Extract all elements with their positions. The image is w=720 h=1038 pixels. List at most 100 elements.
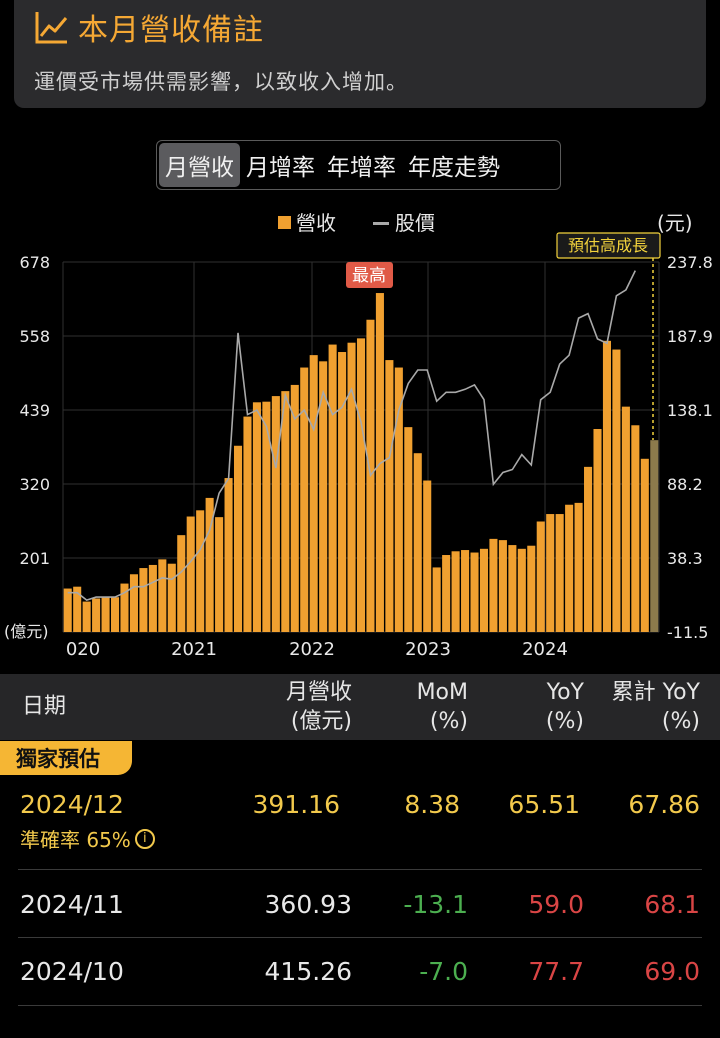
x-tick-label: 020	[66, 639, 100, 660]
revenue-bar	[602, 340, 611, 632]
row-cumulative-yoy: 67.86	[628, 790, 700, 819]
revenue-bar	[508, 545, 517, 632]
revenue-bar	[451, 551, 460, 632]
row-mom: -13.1	[403, 890, 468, 919]
revenue-bar	[565, 504, 574, 632]
revenue-bar	[300, 367, 309, 632]
revenue-bar	[631, 425, 640, 632]
row-revenue: 360.93	[264, 890, 352, 919]
row-yoy: 65.51	[508, 790, 580, 819]
revenue-bar	[555, 514, 564, 632]
header-mom: MoM (%)	[416, 680, 468, 734]
forecast-badge: 預估高成長	[556, 232, 661, 259]
legend-price-swatch	[373, 222, 389, 225]
row-cumulative-yoy: 69.0	[644, 957, 700, 986]
revenue-bar	[215, 517, 224, 632]
revenue-bar	[92, 598, 101, 632]
forecast-bar	[650, 440, 659, 632]
header-cumulative-yoy: 累計 YoY (%)	[611, 680, 700, 734]
left-tick-label: 320	[19, 475, 50, 494]
chart-axes: 678 558 439 320 201 237.8 187.9 138.1 88.2 38.3 -1…	[19, 253, 712, 660]
revenue-bar	[640, 458, 649, 632]
price-line	[67, 270, 637, 601]
revenue-bar	[404, 427, 413, 632]
legend-price-label: 股價	[395, 211, 435, 235]
max-badge: 最高	[346, 262, 393, 288]
left-axis-unit: (億元)	[4, 622, 49, 641]
revenue-bar	[423, 480, 432, 632]
row-divider	[18, 937, 702, 938]
header-yoy: YoY (%)	[545, 680, 584, 734]
revenue-bar	[385, 360, 394, 632]
revenue-chart[interactable]: 678 558 439 320 201 237.8 187.9 138.1 88.2 38.3 -1…	[0, 200, 720, 670]
row-divider	[18, 1005, 702, 1006]
revenue-bar	[593, 428, 602, 632]
revenue-bar	[224, 478, 233, 632]
revenue-bar	[82, 601, 91, 632]
revenue-bar	[186, 516, 195, 632]
tab-annual-trend[interactable]: 年度走勢	[408, 155, 500, 181]
revenue-bar	[120, 583, 129, 632]
x-tick-label: 2024	[522, 639, 568, 660]
note-body: 運價受市場供需影響，以致收入增加。	[34, 70, 408, 94]
right-tick-label: 88.2	[667, 475, 703, 494]
row-mom: 8.38	[404, 790, 460, 819]
revenue-bar	[129, 574, 138, 632]
revenue-bar	[527, 545, 536, 632]
revenue-bar	[574, 502, 583, 632]
tab-monthly-revenue[interactable]: 月營收	[159, 143, 240, 187]
revenue-bar	[621, 406, 630, 632]
revenue-bar	[281, 391, 290, 632]
legend-revenue-label: 營收	[296, 211, 336, 235]
revenue-bar	[101, 597, 110, 632]
right-axis-unit: (元)	[657, 211, 693, 235]
revenue-bar	[63, 588, 72, 632]
revenue-bar	[489, 538, 498, 632]
revenue-bar	[233, 445, 243, 632]
revenue-bar	[432, 567, 441, 632]
revenue-bars	[63, 293, 659, 632]
revenue-bar	[111, 597, 120, 632]
revenue-bar	[612, 349, 621, 632]
revenue-bar	[139, 568, 148, 632]
revenue-bar	[394, 367, 403, 632]
revenue-bar	[498, 540, 507, 632]
forecast-badge-label: 預估高成長	[568, 236, 648, 255]
revenue-bar	[319, 361, 328, 632]
revenue-bar	[271, 396, 280, 632]
revenue-bar	[442, 555, 451, 632]
chart-tab-bar: 月營收 月增率 年增率 年度走勢	[156, 140, 561, 190]
revenue-bar	[148, 564, 157, 632]
row-date: 2024/11	[20, 890, 124, 919]
row-date: 2024/12	[20, 790, 124, 819]
revenue-table-header: 日期 月營收 (億元) MoM (%) YoY (%) 累計 YoY (%)	[0, 674, 720, 740]
revenue-bar	[167, 563, 176, 632]
row-revenue: 415.26	[264, 957, 352, 986]
revenue-bar	[546, 514, 555, 632]
revenue-bar	[177, 535, 186, 632]
max-badge-label: 最高	[352, 266, 386, 286]
revenue-bar	[328, 344, 337, 632]
revenue-bar	[73, 586, 82, 632]
revenue-bar	[309, 355, 318, 632]
x-tick-label: 2023	[405, 639, 451, 660]
revenue-bar	[262, 401, 271, 632]
revenue-bar	[470, 552, 479, 632]
row-mom: -7.0	[419, 957, 468, 986]
revenue-bar	[461, 550, 470, 632]
revenue-bar	[356, 338, 366, 632]
revenue-bar	[338, 352, 347, 632]
revenue-note-card: 本月營收備註 運價受市場供需影響，以致收入增加。	[14, 0, 706, 108]
right-tick-label: 237.8	[667, 253, 713, 272]
revenue-bar	[196, 510, 205, 632]
revenue-bar	[347, 342, 356, 632]
accuracy-label[interactable]: 準確率 65% i	[20, 824, 155, 853]
tab-mom-rate[interactable]: 月增率	[246, 155, 315, 181]
revenue-bar	[252, 402, 261, 632]
row-yoy: 77.7	[528, 957, 584, 986]
row-date: 2024/10	[20, 957, 124, 986]
note-header: 本月營收備註	[34, 6, 264, 48]
row-cumulative-yoy: 68.1	[644, 890, 700, 919]
row-divider	[18, 869, 702, 870]
tab-yoy-rate[interactable]: 年增率	[327, 155, 396, 181]
